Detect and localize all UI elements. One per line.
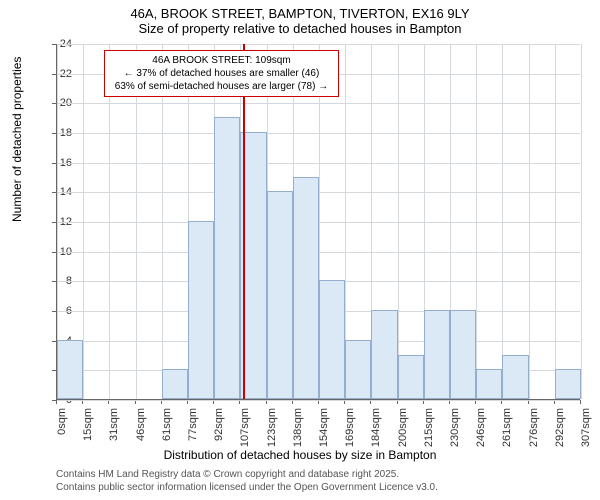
x-tick-label: 123sqm	[266, 408, 278, 448]
chart-subtitle: Size of property relative to detached ho…	[0, 21, 600, 40]
x-tick-label: 107sqm	[239, 408, 251, 448]
bar	[57, 340, 83, 399]
x-tick-label: 92sqm	[213, 408, 225, 448]
bar	[267, 191, 293, 399]
attribution-line2: Contains public sector information licen…	[56, 481, 438, 494]
x-tick-label: 230sqm	[449, 408, 461, 448]
annotation-box: 46A BROOK STREET: 109sqm ← 37% of detach…	[104, 50, 339, 97]
bar	[371, 310, 397, 399]
bar	[214, 117, 240, 399]
grid-line-v	[529, 44, 530, 399]
bar	[293, 177, 319, 400]
x-tick-label: 307sqm	[580, 408, 592, 448]
grid-line-v	[398, 44, 399, 399]
attribution: Contains HM Land Registry data © Crown c…	[56, 468, 438, 494]
grid-line-v	[502, 44, 503, 399]
plot-area: 46A BROOK STREET: 109sqm ← 37% of detach…	[56, 44, 580, 400]
x-tick-label: 261sqm	[501, 408, 513, 448]
x-tick-label: 169sqm	[344, 408, 356, 448]
attribution-line1: Contains HM Land Registry data © Crown c…	[56, 468, 438, 481]
x-tick-label: 200sqm	[397, 408, 409, 448]
grid-line-v	[136, 44, 137, 399]
x-tick-label: 15sqm	[82, 408, 94, 448]
x-axis-label: Distribution of detached houses by size …	[0, 448, 600, 462]
bar	[398, 355, 424, 400]
x-tick-label: 246sqm	[475, 408, 487, 448]
x-tick-label: 46sqm	[135, 408, 147, 448]
grid-line-v	[109, 44, 110, 399]
bar	[502, 355, 528, 400]
annotation-line1: 46A BROOK STREET: 109sqm	[111, 54, 332, 67]
bar	[319, 280, 345, 399]
reference-line	[243, 44, 245, 399]
x-tick-label: 276sqm	[528, 408, 540, 448]
x-tick-label: 154sqm	[318, 408, 330, 448]
grid-line-h	[57, 400, 580, 401]
x-tick-label: 184sqm	[370, 408, 382, 448]
x-tick-label: 0sqm	[56, 408, 68, 448]
bar	[424, 310, 450, 399]
grid-line-v	[581, 44, 582, 399]
x-tick-label: 77sqm	[187, 408, 199, 448]
y-axis-label: Number of detached properties	[10, 57, 24, 222]
chart-container: 46A, BROOK STREET, BAMPTON, TIVERTON, EX…	[0, 0, 600, 500]
bar	[450, 310, 476, 399]
bar	[555, 369, 581, 399]
chart-title: 46A, BROOK STREET, BAMPTON, TIVERTON, EX…	[0, 0, 600, 21]
grid-line-v	[162, 44, 163, 399]
bar	[345, 340, 371, 399]
annotation-line3: 63% of semi-detached houses are larger (…	[111, 80, 332, 93]
x-tick-label: 61sqm	[161, 408, 173, 448]
x-tick-label: 292sqm	[554, 408, 566, 448]
x-tick-label: 31sqm	[108, 408, 120, 448]
grid-line-v	[83, 44, 84, 399]
x-tick	[580, 400, 581, 404]
x-tick-label: 215sqm	[423, 408, 435, 448]
x-tick-label: 138sqm	[292, 408, 304, 448]
annotation-line2: ← 37% of detached houses are smaller (46…	[111, 67, 332, 80]
grid-line-v	[555, 44, 556, 399]
bar	[188, 221, 214, 399]
grid-line-v	[476, 44, 477, 399]
bar	[162, 369, 188, 399]
bar	[476, 369, 502, 399]
